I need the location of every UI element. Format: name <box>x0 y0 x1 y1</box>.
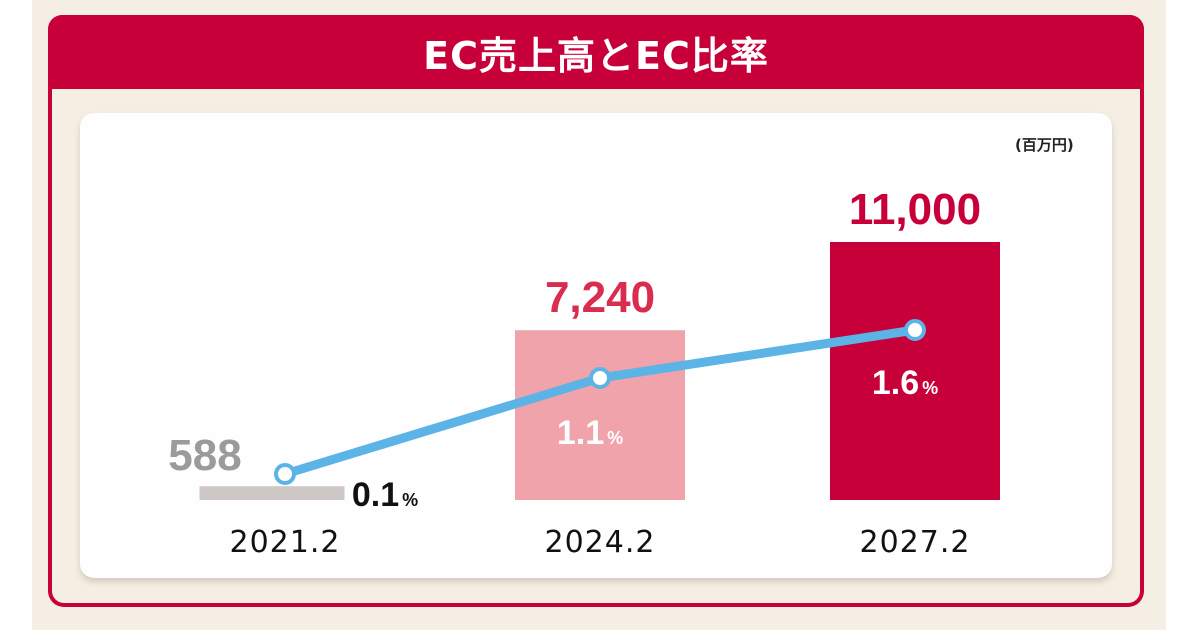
bar-2024.2 <box>515 330 685 500</box>
x-tick-label: 2024.2 <box>545 525 656 560</box>
ratio-point <box>589 367 611 389</box>
ratio-label: 0.1% <box>352 476 418 514</box>
ratio-label: 1.1% <box>557 414 623 452</box>
value-label: 11,000 <box>849 185 981 234</box>
ratio-point <box>274 463 296 485</box>
ratio-label: 1.6% <box>872 364 938 402</box>
unit-label: (百万円) <box>1015 136 1074 154</box>
bar-2027.2 <box>830 242 1000 500</box>
chart-title: EC売上高とEC比率 <box>423 33 769 78</box>
ratio-point <box>904 319 926 341</box>
value-label: 7,240 <box>545 273 655 322</box>
x-tick-label: 2021.2 <box>230 525 341 560</box>
value-label: 588 <box>168 431 241 480</box>
bar-2021.2 <box>199 486 345 500</box>
chart-header: EC売上高とEC比率 <box>48 15 1144 89</box>
x-tick-label: 2027.2 <box>860 525 971 560</box>
